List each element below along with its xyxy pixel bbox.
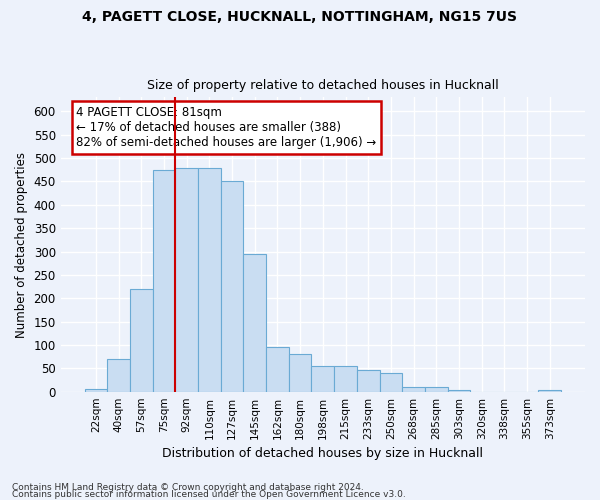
Bar: [448, 390, 470, 392]
Bar: [425, 386, 448, 392]
Bar: [380, 373, 402, 392]
Title: Size of property relative to detached houses in Hucknall: Size of property relative to detached ho…: [147, 79, 499, 92]
Bar: [107, 359, 130, 392]
Bar: [244, 254, 266, 392]
Text: Contains public sector information licensed under the Open Government Licence v3: Contains public sector information licen…: [12, 490, 406, 499]
Text: 4, PAGETT CLOSE, HUCKNALL, NOTTINGHAM, NG15 7US: 4, PAGETT CLOSE, HUCKNALL, NOTTINGHAM, N…: [83, 10, 517, 24]
Bar: [175, 168, 198, 392]
Bar: [221, 182, 244, 392]
Bar: [538, 390, 561, 392]
Bar: [289, 354, 311, 392]
Bar: [152, 170, 175, 392]
X-axis label: Distribution of detached houses by size in Hucknall: Distribution of detached houses by size …: [163, 447, 484, 460]
Text: Contains HM Land Registry data © Crown copyright and database right 2024.: Contains HM Land Registry data © Crown c…: [12, 484, 364, 492]
Bar: [311, 366, 334, 392]
Bar: [198, 168, 221, 392]
Bar: [85, 390, 107, 392]
Bar: [357, 370, 380, 392]
Bar: [130, 289, 152, 392]
Y-axis label: Number of detached properties: Number of detached properties: [15, 152, 28, 338]
Bar: [266, 347, 289, 392]
Text: 4 PAGETT CLOSE: 81sqm
← 17% of detached houses are smaller (388)
82% of semi-det: 4 PAGETT CLOSE: 81sqm ← 17% of detached …: [76, 106, 377, 149]
Bar: [334, 366, 357, 392]
Bar: [402, 386, 425, 392]
